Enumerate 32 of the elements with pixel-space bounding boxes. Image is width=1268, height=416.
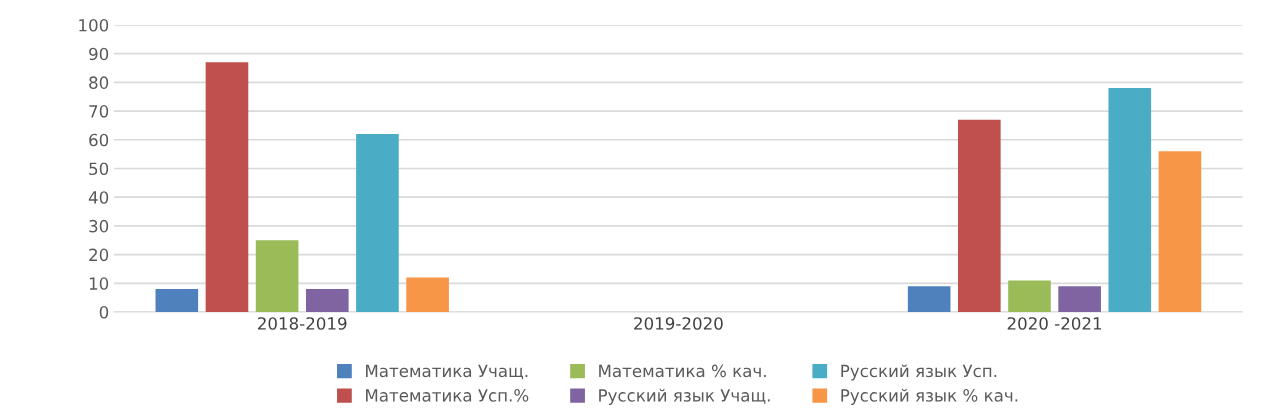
bar [1158, 151, 1202, 312]
x-tick-label: 2018-2019 [258, 317, 347, 330]
legend-label: Математика Усп.% [366, 389, 529, 402]
legend-label: Математика Учащ. [366, 364, 528, 380]
y-tick-label: 20 [89, 248, 109, 262]
y-tick-label: 100 [79, 18, 109, 32]
bar [958, 119, 1001, 312]
y-tick-label: 70 [89, 105, 109, 118]
legend-label: Русский язык Учащ. [599, 388, 770, 405]
y-tick-label: 80 [89, 76, 109, 89]
x-tick-label: 2020 -2021 [1007, 317, 1102, 330]
y-tick-label: 0 [99, 305, 109, 319]
x-tick-label: 2019-2020 [634, 317, 723, 330]
bar [155, 289, 199, 312]
bar [907, 286, 951, 312]
y-tick-label: 10 [89, 277, 109, 290]
bar [205, 62, 249, 312]
bar [356, 134, 399, 312]
bar [406, 277, 449, 312]
bar [1108, 88, 1152, 312]
y-tick-label: 90 [89, 47, 109, 61]
legend-label: Математика % кач. [599, 364, 766, 378]
bar [305, 289, 349, 312]
bar [255, 240, 299, 312]
bar [1008, 280, 1051, 312]
y-tick-label: 40 [88, 191, 109, 204]
y-tick-label: 50 [89, 162, 109, 176]
bar [1058, 286, 1101, 312]
y-tick-label: 30 [89, 219, 109, 233]
legend-label: Русский язык Усп. [841, 364, 997, 381]
y-tick-label: 60 [89, 133, 109, 147]
legend-label: Русский язык % кач. [841, 388, 1018, 405]
